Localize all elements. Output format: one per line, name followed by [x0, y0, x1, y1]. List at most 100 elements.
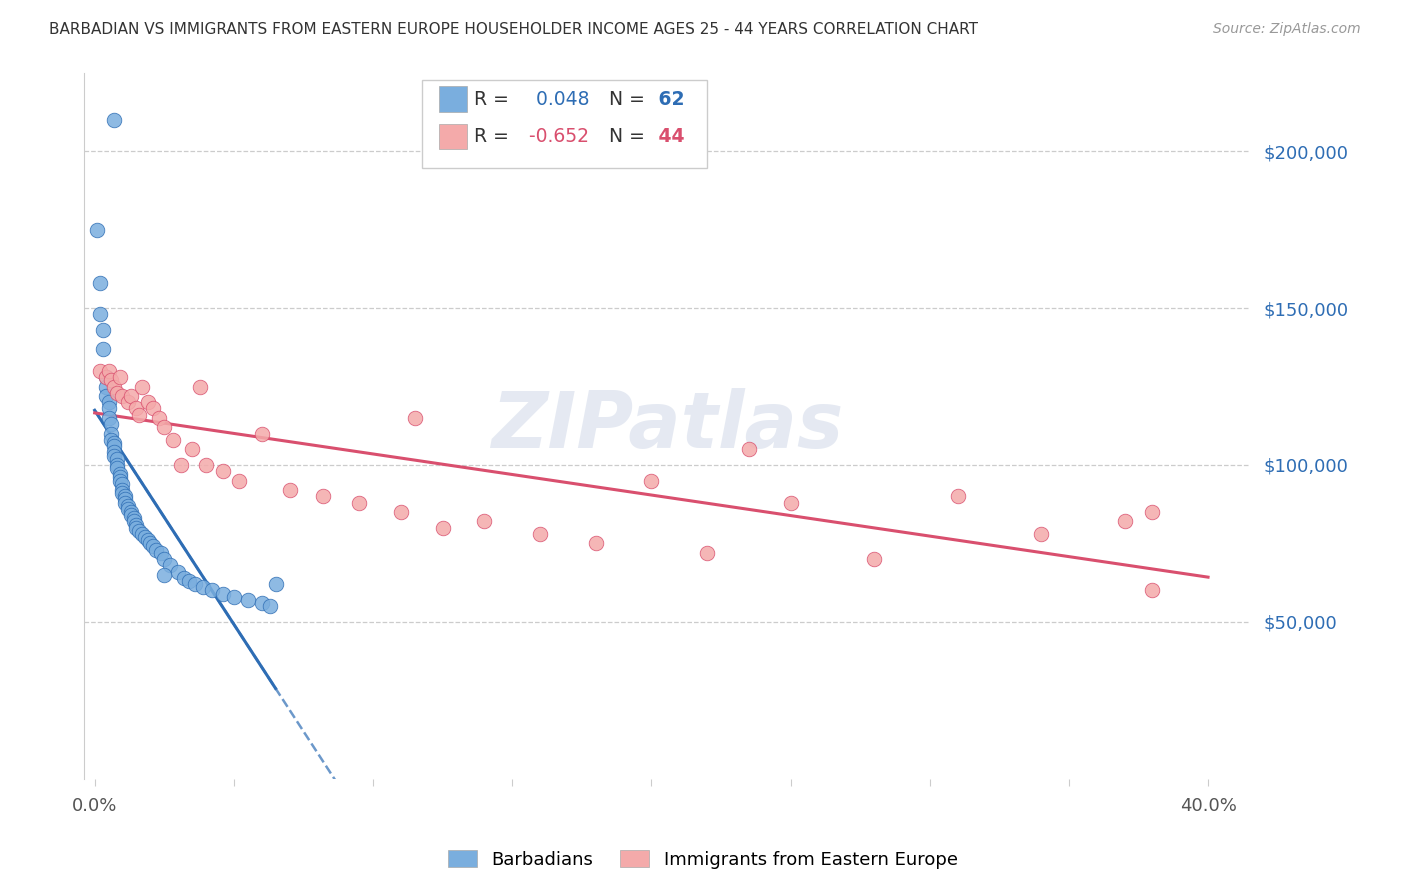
Bar [439, 124, 467, 149]
Point [250, 596, 273, 610]
Text: Source: ZipAtlas.com: Source: ZipAtlas.com [1213, 22, 1361, 37]
Point [585, 536, 607, 550]
Text: BARBADIAN VS IMMIGRANTS FROM EASTERN EUROPE HOUSEHOLDER INCOME AGES 25 - 44 YEAR: BARBADIAN VS IMMIGRANTS FROM EASTERN EUR… [49, 22, 979, 37]
Point [120, 508, 142, 522]
Legend: Barbadians, Immigrants from Eastern Europe: Barbadians, Immigrants from Eastern Euro… [441, 843, 965, 876]
Point [97, 411, 120, 425]
Point [117, 395, 139, 409]
Point [173, 571, 195, 585]
Point [142, 401, 165, 416]
Text: N =: N = [596, 127, 644, 146]
Point [114, 489, 136, 503]
Point [779, 495, 801, 509]
Point [125, 521, 148, 535]
Text: 44: 44 [651, 127, 683, 146]
Point [863, 552, 886, 566]
Point [97, 401, 120, 416]
Point [404, 411, 426, 425]
Point [111, 483, 134, 497]
FancyBboxPatch shape [422, 80, 707, 169]
Point [640, 474, 662, 488]
Point [264, 577, 287, 591]
Point [108, 370, 131, 384]
Point [103, 449, 125, 463]
Point [114, 492, 136, 507]
Point [193, 580, 215, 594]
Point [222, 590, 245, 604]
Point [529, 527, 551, 541]
Point [738, 442, 761, 457]
Point [91, 323, 114, 337]
Text: -0.652: -0.652 [523, 127, 589, 146]
Point [432, 521, 454, 535]
Point [105, 385, 128, 400]
Text: 62: 62 [651, 89, 683, 109]
Point [108, 474, 131, 488]
Point [120, 389, 142, 403]
Point [94, 370, 117, 384]
Point [148, 411, 170, 425]
Point [125, 517, 148, 532]
Point [278, 483, 301, 497]
Point [167, 565, 190, 579]
Point [250, 426, 273, 441]
Point [100, 417, 122, 432]
Point [97, 364, 120, 378]
Point [136, 395, 159, 409]
Point [1142, 505, 1164, 519]
Point [946, 489, 969, 503]
Point [211, 464, 233, 478]
Point [145, 542, 167, 557]
Point [162, 433, 184, 447]
Text: N =: N = [596, 89, 644, 109]
Point [103, 439, 125, 453]
Point [389, 505, 412, 519]
Point [117, 499, 139, 513]
Point [153, 552, 176, 566]
Point [228, 474, 250, 488]
Point [122, 511, 145, 525]
Point [105, 461, 128, 475]
Text: R =: R = [474, 89, 509, 109]
Point [153, 567, 176, 582]
Point [312, 489, 335, 503]
Point [111, 476, 134, 491]
Point [114, 495, 136, 509]
Point [122, 515, 145, 529]
Point [128, 408, 150, 422]
Bar [439, 87, 467, 112]
Point [170, 458, 193, 472]
Point [259, 599, 281, 613]
Point [696, 546, 718, 560]
Point [190, 379, 212, 393]
Point [150, 546, 173, 560]
Point [347, 495, 370, 509]
Point [89, 364, 111, 378]
Point [100, 433, 122, 447]
Point [86, 223, 108, 237]
Point [120, 505, 142, 519]
Point [97, 395, 120, 409]
Text: R =: R = [474, 127, 509, 146]
Point [139, 536, 162, 550]
Point [131, 527, 153, 541]
Point [236, 592, 259, 607]
Point [184, 577, 207, 591]
Text: ZIPatlas: ZIPatlas [491, 388, 842, 464]
Point [125, 401, 148, 416]
Point [111, 389, 134, 403]
Point [105, 451, 128, 466]
Point [103, 436, 125, 450]
Point [100, 426, 122, 441]
Point [100, 373, 122, 387]
Point [108, 467, 131, 482]
Point [94, 370, 117, 384]
Point [89, 276, 111, 290]
Point [111, 486, 134, 500]
Point [117, 501, 139, 516]
Point [105, 458, 128, 472]
Point [91, 342, 114, 356]
Point [472, 515, 495, 529]
Point [94, 389, 117, 403]
Point [195, 458, 218, 472]
